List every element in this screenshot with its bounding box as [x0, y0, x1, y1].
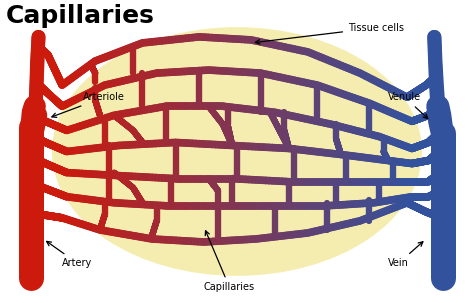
Text: Tissue cells: Tissue cells	[255, 23, 404, 44]
Ellipse shape	[53, 28, 421, 275]
Text: Arteriole: Arteriole	[52, 92, 125, 117]
Text: Venule: Venule	[388, 92, 428, 118]
Text: Capillaries: Capillaries	[204, 231, 255, 292]
Text: Artery: Artery	[46, 241, 92, 268]
Text: Capillaries: Capillaries	[5, 4, 155, 28]
Text: Vein: Vein	[388, 242, 423, 268]
